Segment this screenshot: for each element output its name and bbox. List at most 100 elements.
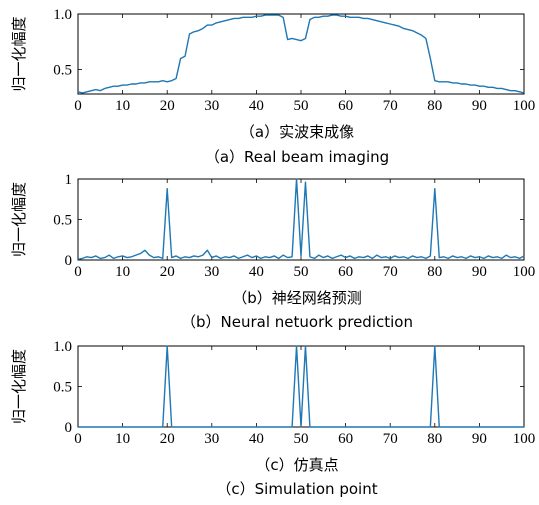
data-point <box>381 257 382 258</box>
data-point <box>309 256 310 257</box>
y-tick-label: 0.5 <box>53 63 72 79</box>
data-point <box>461 83 462 84</box>
data-point <box>523 92 524 93</box>
data-point <box>113 86 114 87</box>
x-tick-label: 60 <box>338 98 353 114</box>
data-point <box>189 33 190 34</box>
data-point <box>349 17 350 18</box>
data-point <box>430 426 431 427</box>
series-line <box>77 14 525 94</box>
data-point <box>260 16 261 17</box>
data-point <box>198 30 199 31</box>
caption-chinese: （a）实波束成像 <box>240 123 354 141</box>
data-point <box>167 345 168 346</box>
data-point <box>140 253 141 254</box>
data-point <box>300 255 301 256</box>
data-point <box>207 250 208 251</box>
data-point <box>135 255 136 256</box>
data-point <box>443 256 444 257</box>
x-tick-label: 40 <box>249 431 264 447</box>
data-point <box>403 256 404 257</box>
data-point <box>126 257 127 258</box>
data-point <box>345 16 346 17</box>
data-point <box>260 258 261 259</box>
data-point <box>95 89 96 90</box>
data-point <box>287 39 288 40</box>
x-tick-label: 20 <box>160 98 175 114</box>
data-point <box>283 17 284 18</box>
x-tick-label: 100 <box>513 431 536 447</box>
y-tick-label: 1 <box>65 172 73 188</box>
data-point <box>497 88 498 89</box>
data-point <box>465 83 466 84</box>
data-point <box>167 81 168 82</box>
data-point <box>492 87 493 88</box>
data-point <box>269 257 270 258</box>
data-point <box>216 22 217 23</box>
data-point <box>225 20 226 21</box>
y-tick-label: 0 <box>65 253 73 269</box>
data-point <box>358 256 359 257</box>
data-point <box>109 87 110 88</box>
data-point <box>144 82 145 83</box>
data-point <box>184 56 185 57</box>
data-point <box>457 257 458 258</box>
data-point <box>394 25 395 26</box>
data-point <box>180 258 181 259</box>
data-point <box>376 20 377 21</box>
data-point <box>305 38 306 39</box>
data-point <box>193 31 194 32</box>
x-tick-label: 90 <box>472 431 487 447</box>
data-point <box>341 16 342 17</box>
data-point <box>234 255 235 256</box>
data-point <box>381 21 382 22</box>
data-point <box>416 257 417 258</box>
data-point <box>430 255 431 256</box>
data-point <box>367 255 368 256</box>
data-point <box>198 256 199 257</box>
data-point <box>474 85 475 86</box>
data-point <box>153 257 154 258</box>
data-point <box>519 91 520 92</box>
series-line <box>78 345 524 428</box>
data-point <box>305 182 306 183</box>
data-point <box>305 345 306 346</box>
data-point <box>314 258 315 259</box>
data-point <box>483 86 484 87</box>
data-point <box>497 256 498 257</box>
data-point <box>372 19 373 20</box>
data-point <box>158 81 159 82</box>
data-point <box>247 255 248 256</box>
x-tick-label: 100 <box>513 264 536 280</box>
data-point <box>479 86 480 87</box>
data-point <box>309 426 310 427</box>
data-point <box>291 426 292 427</box>
subplot-2: 0 10 20 30 40 50 60 70 80 90 100 0 0.5 1 归一化幅度 （b）神经网络预… <box>10 172 535 331</box>
data-point <box>332 15 333 16</box>
data-point <box>296 178 297 179</box>
data-point <box>434 345 435 346</box>
data-point <box>91 90 92 91</box>
data-point <box>501 88 502 89</box>
data-point <box>434 188 435 189</box>
x-tick-label: 70 <box>383 98 398 114</box>
data-point <box>100 90 101 91</box>
data-point <box>523 255 524 256</box>
x-tick-label: 60 <box>338 431 353 447</box>
x-tick-label: 80 <box>427 431 442 447</box>
data-point <box>407 29 408 30</box>
data-point <box>470 85 471 86</box>
x-tick-label: 20 <box>160 264 175 280</box>
data-point <box>176 78 177 79</box>
data-point <box>296 39 297 40</box>
data-point <box>291 38 292 39</box>
data-point <box>514 256 515 257</box>
data-point <box>470 255 471 256</box>
data-point <box>488 87 489 88</box>
data-point <box>407 258 408 259</box>
y-axis-label: 归一化幅度 <box>10 182 28 257</box>
data-point <box>416 32 417 33</box>
data-point <box>323 257 324 258</box>
data-point <box>488 255 489 256</box>
